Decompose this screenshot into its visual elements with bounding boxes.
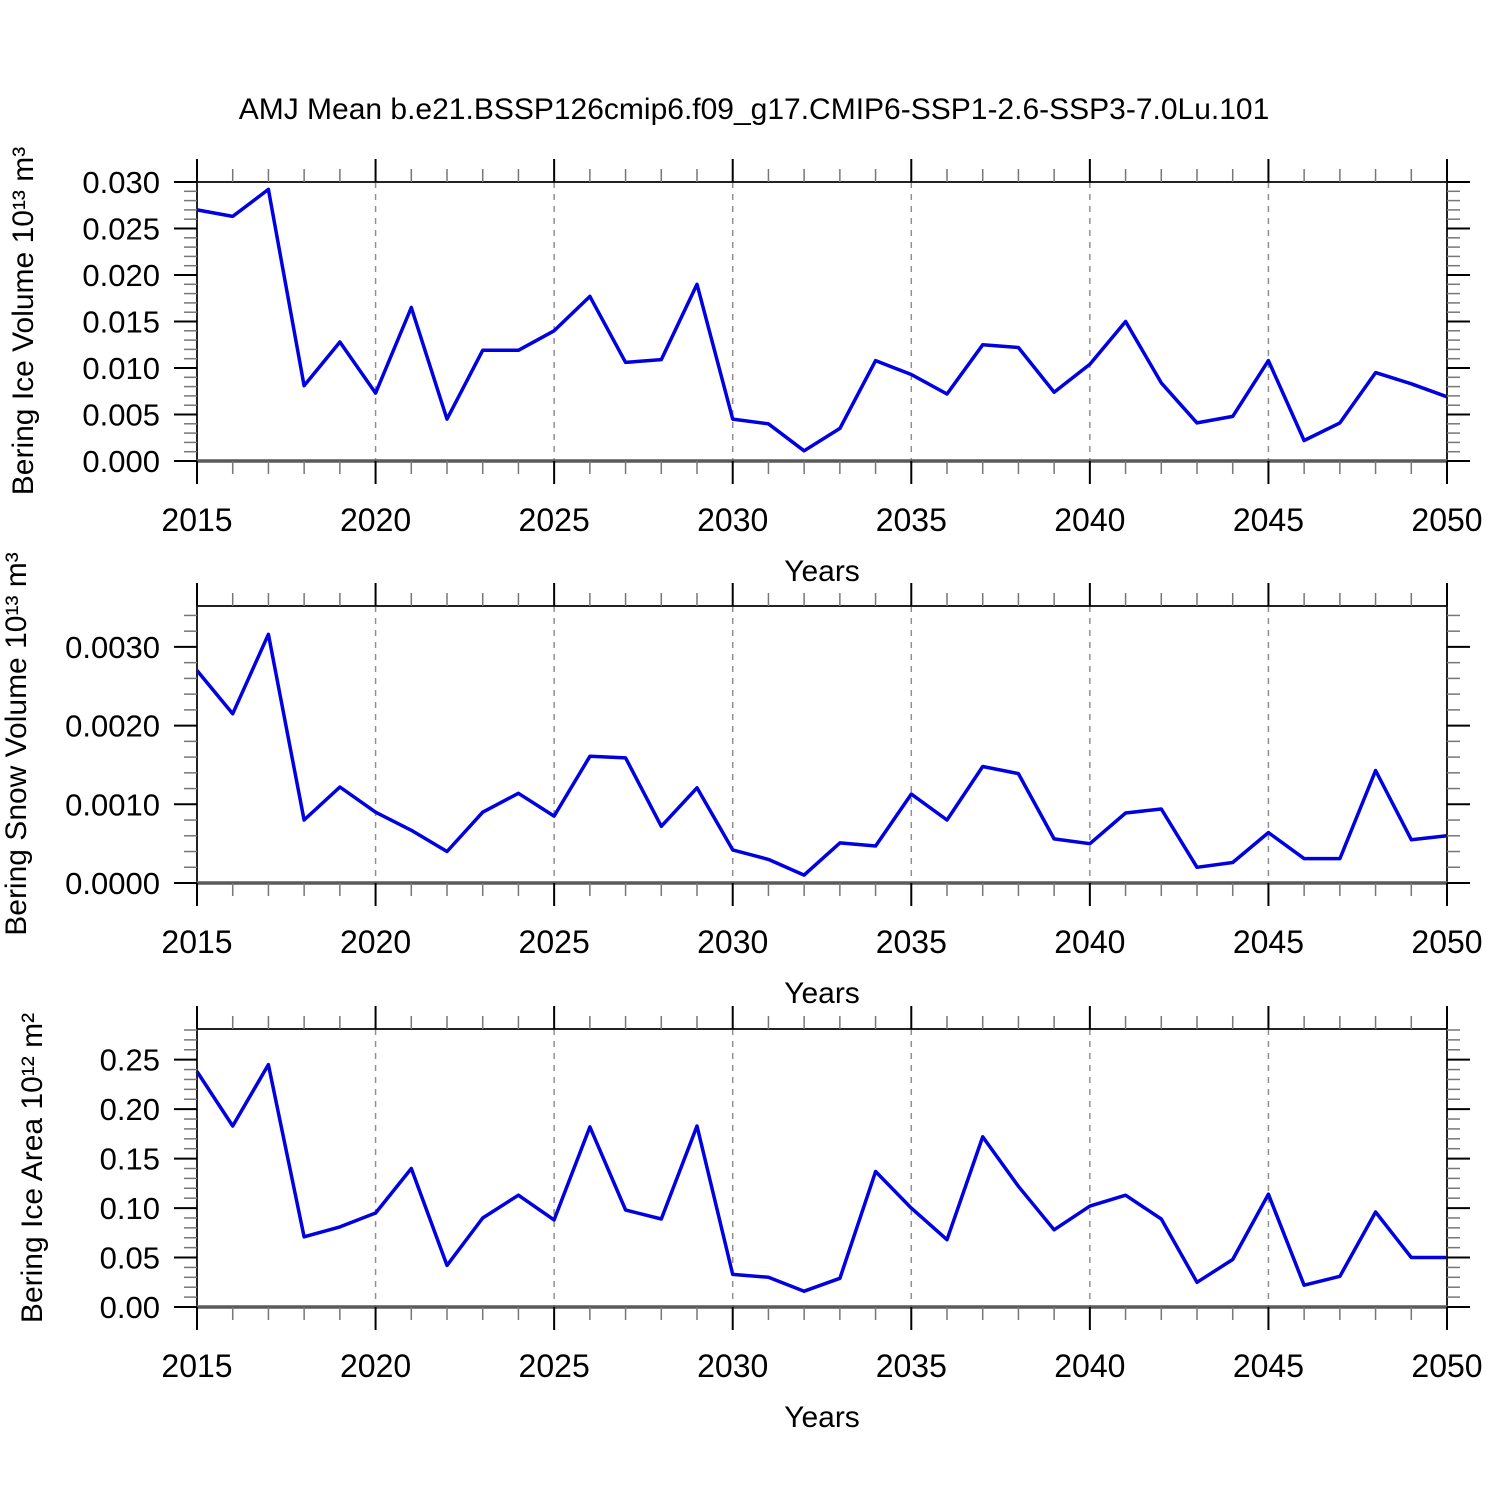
y-tick-label: 0.025	[82, 212, 160, 247]
x-tick-label: 2045	[1233, 924, 1304, 960]
y-tick-label: 0.10	[100, 1191, 160, 1226]
y-tick-label: 0.0000	[65, 866, 160, 901]
panel-ice-volume-x-axis-label: Years	[784, 555, 860, 588]
y-tick-label: 0.0010	[65, 787, 160, 822]
y-tick-label: 0.15	[100, 1142, 160, 1177]
x-tick-label: 2050	[1411, 924, 1482, 960]
x-tick-label: 2015	[161, 924, 232, 960]
panel-snow-volume-x-axis-label: Years	[784, 977, 860, 1010]
series-line-bering-ice-area	[195, 1062, 1447, 1293]
y-tick-label: 0.0030	[65, 630, 160, 665]
y-tick-label: 0.030	[82, 165, 160, 200]
x-tick-label: 2015	[161, 502, 232, 538]
series-line-bering-snow-volume	[195, 632, 1448, 877]
x-tick-label: 2030	[697, 924, 768, 960]
y-tick-label: 0.20	[100, 1092, 160, 1127]
y-tick-label: 0.0020	[65, 709, 160, 744]
series-line-bering-ice-volume	[196, 187, 1448, 453]
y-tick-label: 0.005	[82, 398, 160, 433]
panel-ice-area: 2015 2020 2025 2030 2035 2040 2045 2050 0.00 0.05…	[100, 1006, 1483, 1384]
y-tick-label: 0.010	[82, 351, 160, 386]
x-tick-label: 2040	[1054, 1348, 1125, 1384]
panel-ice-area-x-axis-label: Years	[784, 1401, 860, 1434]
x-tick-label: 2040	[1054, 924, 1125, 960]
y-tick-label: 0.000	[82, 444, 160, 479]
x-tick-label: 2020	[340, 1348, 411, 1384]
y-tick-label: 0.00	[100, 1290, 160, 1325]
x-tick-label: 2035	[876, 502, 947, 538]
x-tick-label: 2025	[519, 1348, 590, 1384]
panel-ice-area-y-axis-label: Bering Ice Area 10¹² m²	[16, 1013, 49, 1323]
x-tick-label: 2025	[519, 924, 590, 960]
panel-snow-volume-y-axis-label: Bering Snow Volume 10¹³ m³	[0, 552, 33, 936]
y-tick-label: 0.015	[82, 305, 160, 340]
x-tick-label: 2020	[340, 924, 411, 960]
panel-snow-volume: 2015 2020 2025 2030 2035 2040 2045 2050 0.0000 0.…	[65, 583, 1483, 960]
x-tick-label: 2045	[1233, 502, 1304, 538]
x-tick-label: 2035	[876, 924, 947, 960]
x-tick-label: 2045	[1233, 1348, 1304, 1384]
x-tick-label: 2025	[519, 502, 590, 538]
y-tick-label: 0.25	[100, 1043, 160, 1078]
x-tick-label: 2030	[697, 502, 768, 538]
chart-title: AMJ Mean b.e21.BSSP126cmip6.f09_g17.CMIP…	[239, 93, 1270, 126]
x-tick-label: 2015	[161, 1348, 232, 1384]
x-tick-label: 2050	[1411, 502, 1482, 538]
x-tick-label: 2030	[697, 1348, 768, 1384]
panel-ice-volume: 2015 2020 2025 2030 2035 2040 2045 2050 0.000 0.0…	[82, 159, 1483, 538]
y-tick-label: 0.05	[100, 1241, 160, 1276]
x-tick-label: 2050	[1411, 1348, 1482, 1384]
x-tick-label: 2040	[1054, 502, 1125, 538]
x-tick-label: 2020	[340, 502, 411, 538]
x-tick-label: 2035	[876, 1348, 947, 1384]
y-tick-label: 0.020	[82, 258, 160, 293]
panel-ice-volume-y-axis-label: Bering Ice Volume 10¹³ m³	[7, 147, 40, 495]
